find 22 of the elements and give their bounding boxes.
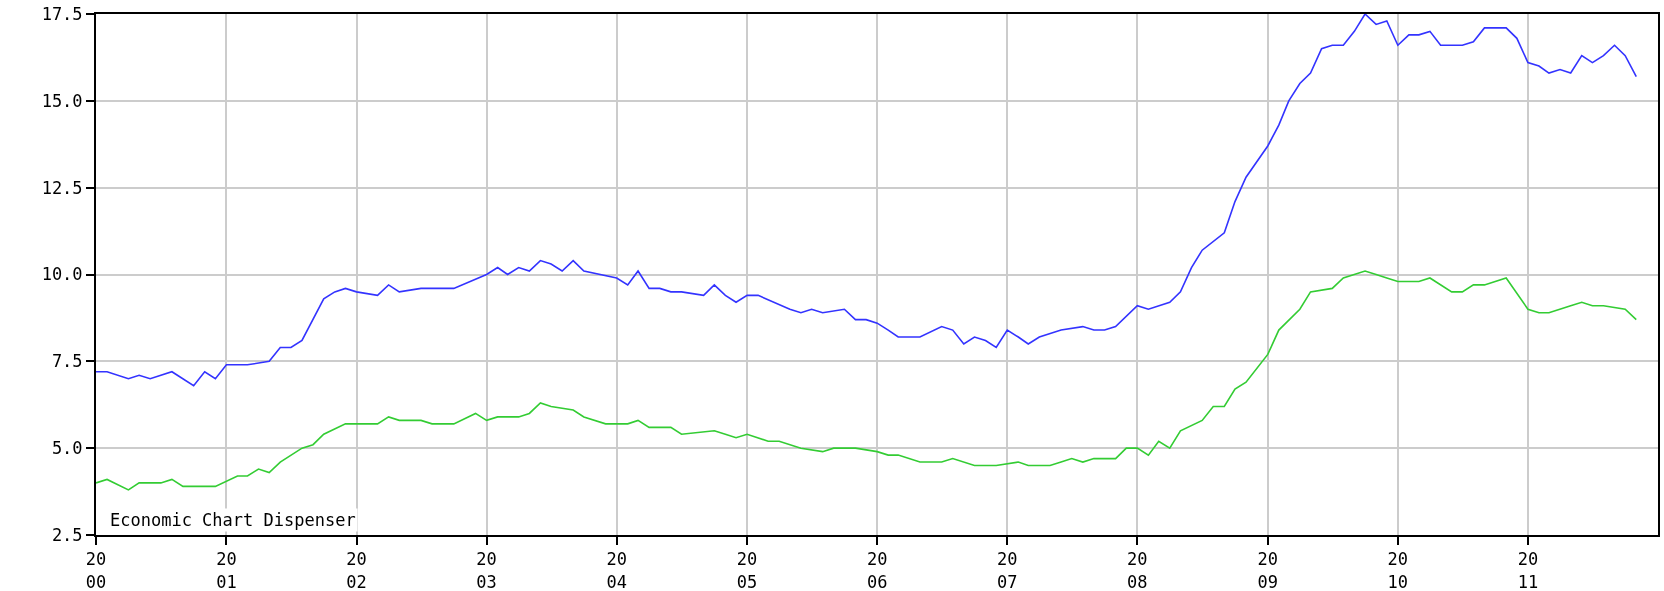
- y-tick-label: 2.5: [51, 524, 83, 545]
- x-tick-label: 20 01: [216, 549, 237, 591]
- x-tick-label: 20 06: [866, 549, 888, 591]
- x-tick-label: 20 02: [346, 549, 367, 591]
- y-tick-label: 15.0: [41, 90, 83, 111]
- x-tick-label: 20 11: [1517, 549, 1539, 591]
- y-tick-label: 12.5: [41, 177, 83, 198]
- y-tick-label: 7.5: [51, 351, 83, 372]
- y-tick-label: 5.0: [51, 438, 83, 459]
- x-tick-label: 20 05: [736, 549, 758, 591]
- y-tick-label: 10.0: [41, 264, 83, 285]
- x-tick-label: 20 08: [1127, 549, 1148, 591]
- y-tick-label: 17.5: [41, 3, 83, 24]
- x-tick-label: 20 10: [1387, 549, 1409, 591]
- x-tick-label: 20 07: [997, 549, 1018, 591]
- x-tick-label: 20 04: [606, 549, 627, 591]
- annotation: Economic Chart Dispenser: [110, 510, 356, 530]
- line-series: [96, 14, 1638, 387]
- x-tick-label: 20 09: [1257, 549, 1279, 591]
- line-series: [96, 270, 1638, 491]
- x-tick-label: 20 03: [476, 549, 497, 591]
- x-tick-label: 20 00: [85, 549, 107, 591]
